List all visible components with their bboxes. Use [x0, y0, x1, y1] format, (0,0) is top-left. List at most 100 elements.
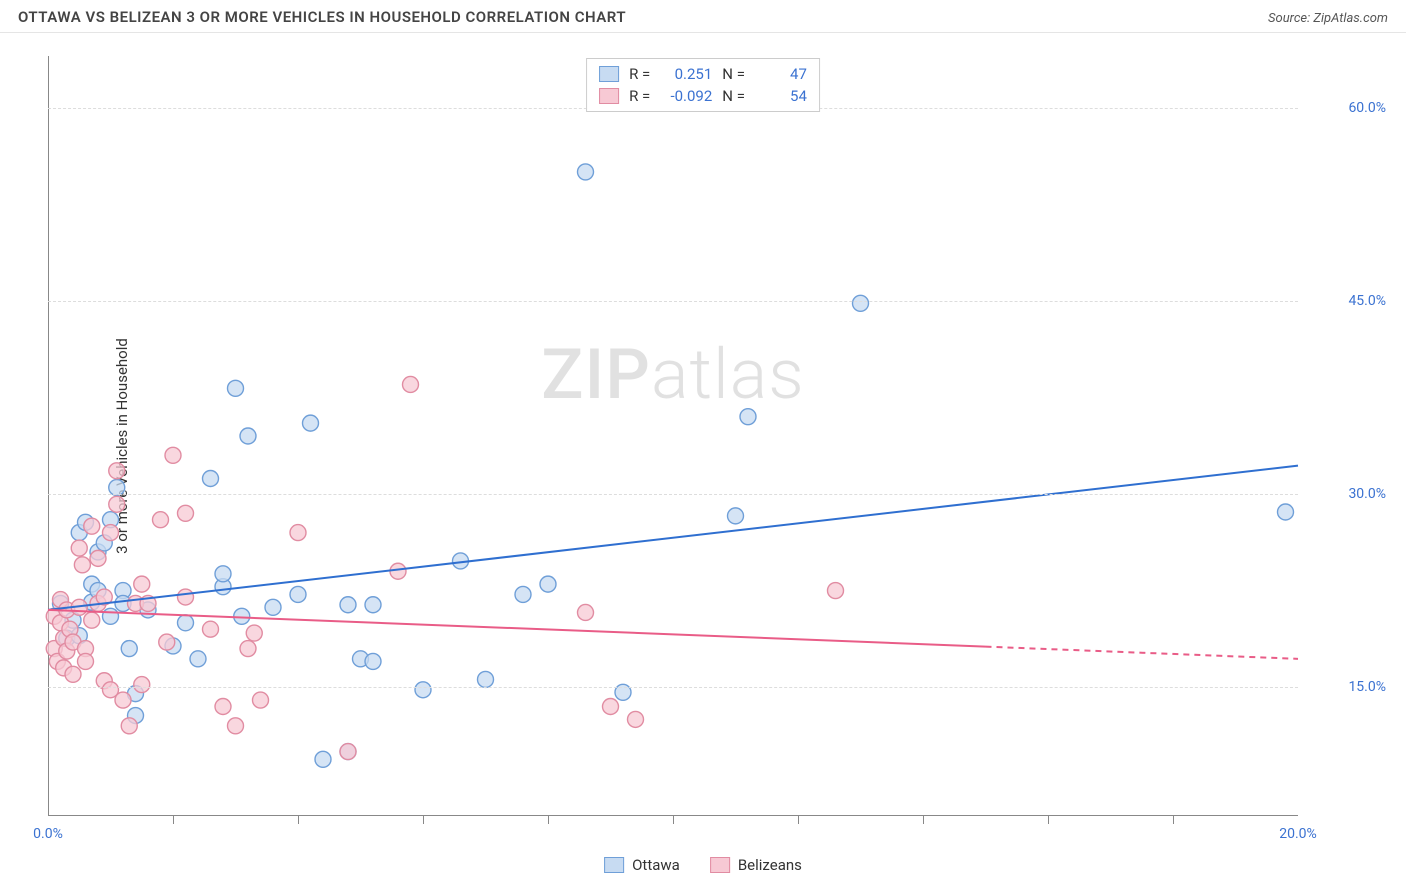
legend-r-value: 0.251: [660, 65, 712, 83]
scatter-point: [109, 496, 125, 512]
x-tick-label: 20.0%: [1279, 826, 1317, 842]
scatter-point: [303, 415, 319, 431]
scatter-point: [228, 380, 244, 396]
y-tick-label: 15.0%: [1306, 679, 1386, 695]
scatter-point: [190, 651, 206, 667]
scatter-point: [134, 576, 150, 592]
scatter-point: [153, 512, 169, 528]
scatter-point: [365, 653, 381, 669]
x-tick-minor: [173, 816, 174, 824]
legend-swatch: [599, 66, 619, 82]
scatter-point: [178, 615, 194, 631]
series-legend-item: Belizeans: [710, 856, 802, 874]
scatter-point: [203, 621, 219, 637]
scatter-point: [134, 677, 150, 693]
grid-line: [48, 494, 1298, 495]
y-tick-label: 60.0%: [1306, 100, 1386, 116]
x-tick-minor: [423, 816, 424, 824]
scatter-point: [165, 447, 181, 463]
x-tick-minor: [673, 816, 674, 824]
series-legend-item: Ottawa: [604, 856, 680, 874]
scatter-point: [115, 692, 131, 708]
scatter-point: [828, 583, 844, 599]
x-tick-minor: [298, 816, 299, 824]
correlation-legend-row: R = -0.092 N = 54: [599, 85, 807, 107]
y-tick-label: 30.0%: [1306, 486, 1386, 502]
scatter-point: [121, 641, 137, 657]
scatter-point: [253, 692, 269, 708]
chart-container: OTTAWA VS BELIZEAN 3 OR MORE VEHICLES IN…: [0, 0, 1406, 892]
x-tick-minor: [923, 816, 924, 824]
legend-r-label: R =: [629, 87, 650, 105]
scatter-point: [340, 597, 356, 613]
scatter-point: [246, 625, 262, 641]
scatter-point: [78, 653, 94, 669]
scatter-point: [578, 604, 594, 620]
scatter-point: [84, 612, 100, 628]
legend-r-value: -0.092: [660, 87, 712, 105]
scatter-point: [178, 505, 194, 521]
scatter-point: [215, 699, 231, 715]
scatter-point: [740, 409, 756, 425]
scatter-point: [365, 597, 381, 613]
legend-swatch: [599, 88, 619, 104]
x-tick-minor: [798, 816, 799, 824]
scatter-point: [290, 586, 306, 602]
scatter-point: [415, 682, 431, 698]
series-legend-label: Ottawa: [632, 856, 680, 874]
legend-n-label: N =: [722, 87, 745, 105]
scatter-point: [1278, 504, 1294, 520]
scatter-point: [215, 566, 231, 582]
x-tick-minor: [1173, 816, 1174, 824]
scatter-point: [478, 671, 494, 687]
scatter-point: [109, 463, 125, 479]
scatter-point: [540, 576, 556, 592]
legend-r-label: R =: [629, 65, 650, 83]
scatter-svg: [48, 56, 1298, 816]
legend-n-value: 47: [755, 65, 807, 83]
scatter-point: [240, 641, 256, 657]
scatter-point: [121, 718, 137, 734]
scatter-point: [178, 589, 194, 605]
scatter-point: [290, 525, 306, 541]
scatter-point: [203, 471, 219, 487]
legend-n-label: N =: [722, 65, 745, 83]
correlation-legend-row: R = 0.251 N = 47: [599, 63, 807, 85]
scatter-point: [65, 666, 81, 682]
x-tick-minor: [1048, 816, 1049, 824]
scatter-point: [403, 376, 419, 392]
scatter-point: [390, 563, 406, 579]
scatter-point: [103, 525, 119, 541]
scatter-point: [90, 550, 106, 566]
scatter-point: [578, 164, 594, 180]
series-legend-label: Belizeans: [738, 856, 802, 874]
chart-title: OTTAWA VS BELIZEAN 3 OR MORE VEHICLES IN…: [18, 8, 626, 26]
grid-line: [48, 301, 1298, 302]
scatter-point: [340, 744, 356, 760]
y-tick-label: 45.0%: [1306, 293, 1386, 309]
scatter-point: [515, 586, 531, 602]
x-tick-minor: [548, 816, 549, 824]
scatter-point: [159, 634, 175, 650]
scatter-point: [71, 540, 87, 556]
legend-n-value: 54: [755, 87, 807, 105]
scatter-point: [84, 518, 100, 534]
correlation-legend: R = 0.251 N = 47 R = -0.092 N = 54: [586, 58, 820, 112]
series-legend: Ottawa Belizeans: [604, 856, 802, 874]
scatter-point: [628, 711, 644, 727]
scatter-point: [74, 557, 90, 573]
scatter-point: [728, 508, 744, 524]
source-label: Source: ZipAtlas.com: [1268, 11, 1388, 26]
trend-line: [48, 466, 1298, 610]
scatter-point: [853, 295, 869, 311]
title-bar: OTTAWA VS BELIZEAN 3 OR MORE VEHICLES IN…: [0, 0, 1406, 33]
legend-swatch: [710, 857, 730, 873]
scatter-point: [103, 608, 119, 624]
scatter-point: [228, 718, 244, 734]
plot-area: ZIPatlas 15.0%30.0%45.0%60.0%0.0%20.0%: [48, 56, 1298, 816]
trend-line-dashed: [986, 647, 1299, 659]
scatter-point: [603, 699, 619, 715]
scatter-point: [315, 751, 331, 767]
legend-swatch: [604, 857, 624, 873]
scatter-point: [265, 599, 281, 615]
